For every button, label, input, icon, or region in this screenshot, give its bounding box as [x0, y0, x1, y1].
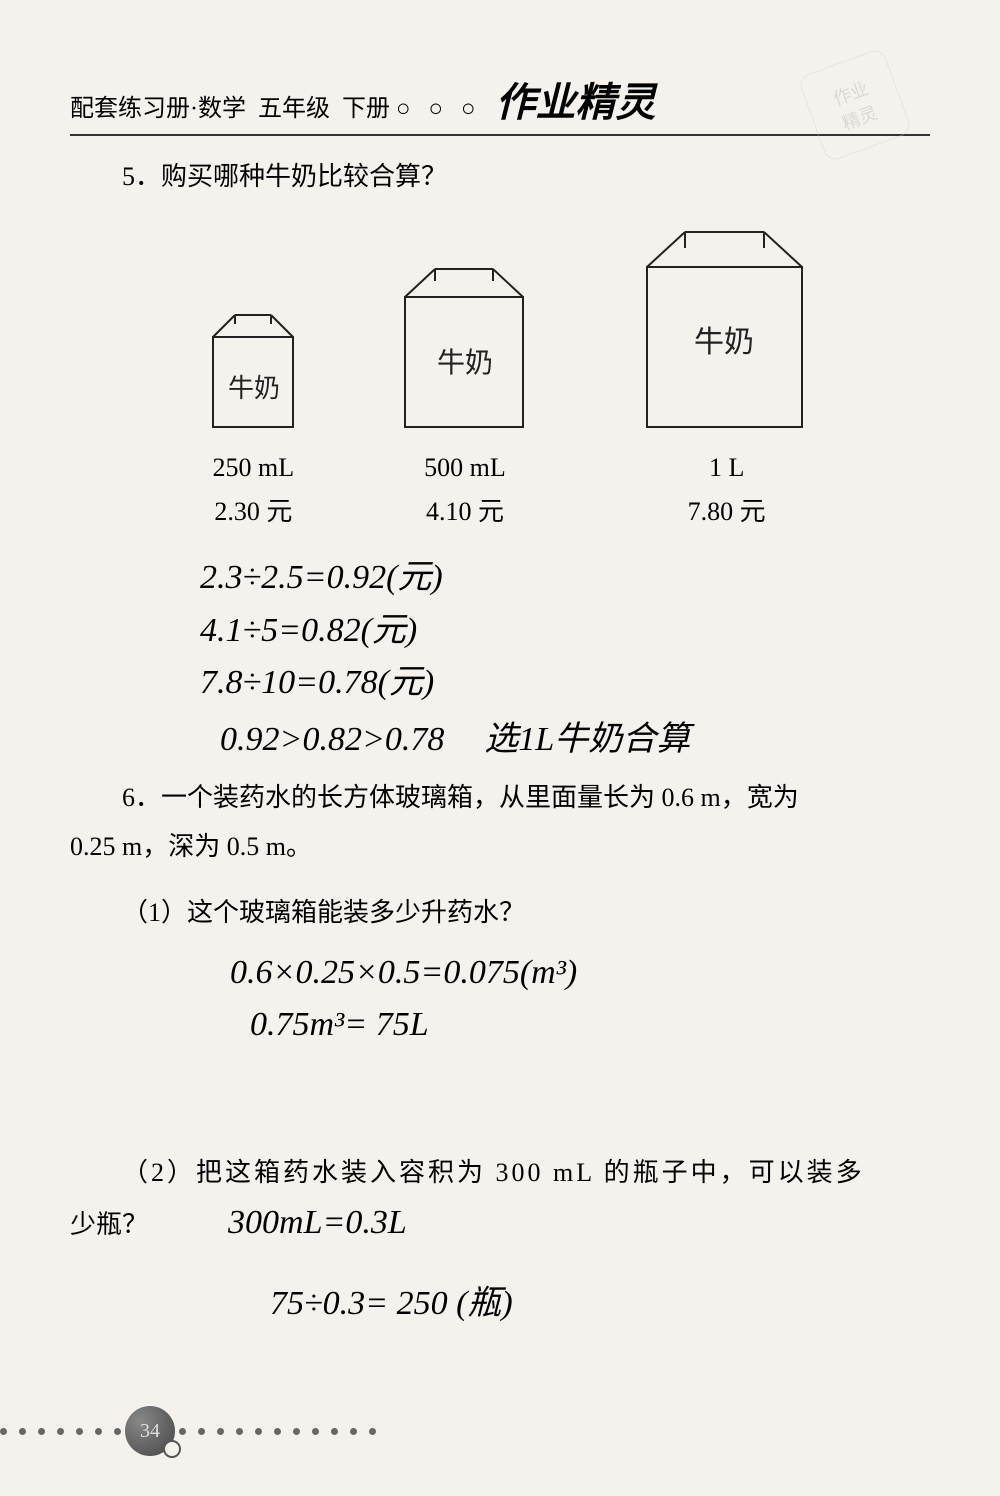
- q6-number: 6．: [122, 783, 161, 812]
- milk-3-info: 1 L 7.80 元: [688, 446, 766, 534]
- page-number: 34: [140, 1420, 160, 1443]
- grade-label: 五年级: [258, 88, 330, 123]
- milk-box-medium-icon: 牛奶: [385, 257, 545, 432]
- milk-box-small-icon: 牛奶: [198, 302, 308, 432]
- q5-text: 购买哪种牛奶比较合算？: [161, 162, 447, 191]
- q5-conclusion: 选1L牛奶合算: [484, 714, 690, 767]
- page-number-circle: 34: [125, 1406, 175, 1456]
- handwritten-title: 作业精灵: [496, 70, 656, 128]
- milk-1: 牛奶 250 mL 2.30 元: [198, 302, 308, 534]
- q6-part2: （2）把这箱药水装入容积为 300 mL 的瓶子中，可以装多 少瓶？ 300mL…: [70, 1148, 930, 1250]
- footer-dots-left: [0, 1428, 121, 1435]
- q5-work-line3: 7.8÷10=0.78(元): [200, 657, 930, 710]
- worksheet-page: 配套练习册·数学 五年级 下册 ○ ○ ○ 作业精灵 作业 精灵 5．购买哪种牛…: [0, 0, 1000, 1371]
- milk-1-info: 250 mL 2.30 元: [213, 446, 295, 534]
- q6-p1-label: （1）: [122, 898, 187, 927]
- q5-work: 2.3÷2.5=0.92(元) 4.1÷5=0.82(元) 7.8÷10=0.7…: [200, 552, 930, 710]
- q6-p2-label: （2）: [122, 1158, 196, 1187]
- watermark-stamp: 作业 精灵: [797, 47, 912, 162]
- milk-2-size: 500 mL: [424, 446, 506, 490]
- milk-3-size: 1 L: [688, 446, 766, 490]
- page-footer: 34: [0, 1406, 376, 1456]
- q5-number: 5．: [122, 162, 161, 191]
- q6-p2-work2: 75÷0.3= 250 (瓶): [270, 1278, 930, 1331]
- milk-box-large-icon: 牛奶: [622, 222, 832, 432]
- page-header: 配套练习册·数学 五年级 下册 ○ ○ ○ 作业精灵 作业 精灵: [70, 70, 930, 136]
- q6-text-b: 0.25 m，深为 0.5 m。: [70, 822, 930, 871]
- volume-label: 下册: [342, 88, 390, 123]
- q6-p1-work: 0.6×0.25×0.5=0.075(m³) 0.75m³= 75L: [230, 947, 930, 1052]
- milk-1-price: 2.30 元: [213, 490, 295, 534]
- milk-3: 牛奶 1 L 7.80 元: [622, 222, 832, 534]
- footer-dots-right: [179, 1428, 376, 1435]
- header-dots: ○ ○ ○: [396, 96, 482, 123]
- book-title: 配套练习册·数学: [70, 88, 246, 123]
- milk-boxes-row: 牛奶 250 mL 2.30 元 牛奶 500 mL: [160, 222, 870, 534]
- q6-p1-text: 这个玻璃箱能装多少升药水？: [187, 898, 525, 927]
- q5-compare: 0.92>0.82>0.78: [220, 714, 444, 767]
- q6-p1-work2: 0.75m³= 75L: [250, 999, 930, 1052]
- question-6: 6．一个装药水的长方体玻璃箱，从里面量长为 0.6 m，宽为 0.25 m，深为…: [70, 773, 930, 872]
- milk-2-info: 500 mL 4.10 元: [424, 446, 506, 534]
- milk-2-price: 4.10 元: [424, 490, 506, 534]
- question-5: 5．购买哪种牛奶比较合算？: [70, 156, 930, 198]
- q6-p1-work1: 0.6×0.25×0.5=0.075(m³): [230, 947, 930, 1000]
- milk-3-price: 7.80 元: [688, 490, 766, 534]
- q6-text-a: 一个装药水的长方体玻璃箱，从里面量长为 0.6 m，宽为: [161, 783, 799, 812]
- q6-p2-work2-wrap: 75÷0.3= 250 (瓶): [270, 1278, 930, 1331]
- q6-p2-work1: 300mL=0.3L: [228, 1197, 407, 1250]
- q6-p2-text: 把这箱药水装入容积为 300 mL 的瓶子中，可以装多: [196, 1158, 865, 1187]
- q5-work-line2: 4.1÷5=0.82(元): [200, 605, 930, 658]
- milk-label-2: 牛奶: [437, 347, 493, 379]
- milk-label-3: 牛奶: [694, 326, 754, 359]
- milk-2: 牛奶 500 mL 4.10 元: [385, 257, 545, 534]
- q5-work-line1: 2.3÷2.5=0.92(元): [200, 552, 930, 605]
- q6-part1: （1）这个玻璃箱能装多少升药水？: [70, 892, 930, 929]
- q5-conclusion-row: 0.92>0.82>0.78 选1L牛奶合算: [220, 714, 930, 767]
- q6-p2-text2: 少瓶？: [70, 1200, 148, 1249]
- milk-1-size: 250 mL: [213, 446, 295, 490]
- milk-label-1: 牛奶: [228, 374, 280, 403]
